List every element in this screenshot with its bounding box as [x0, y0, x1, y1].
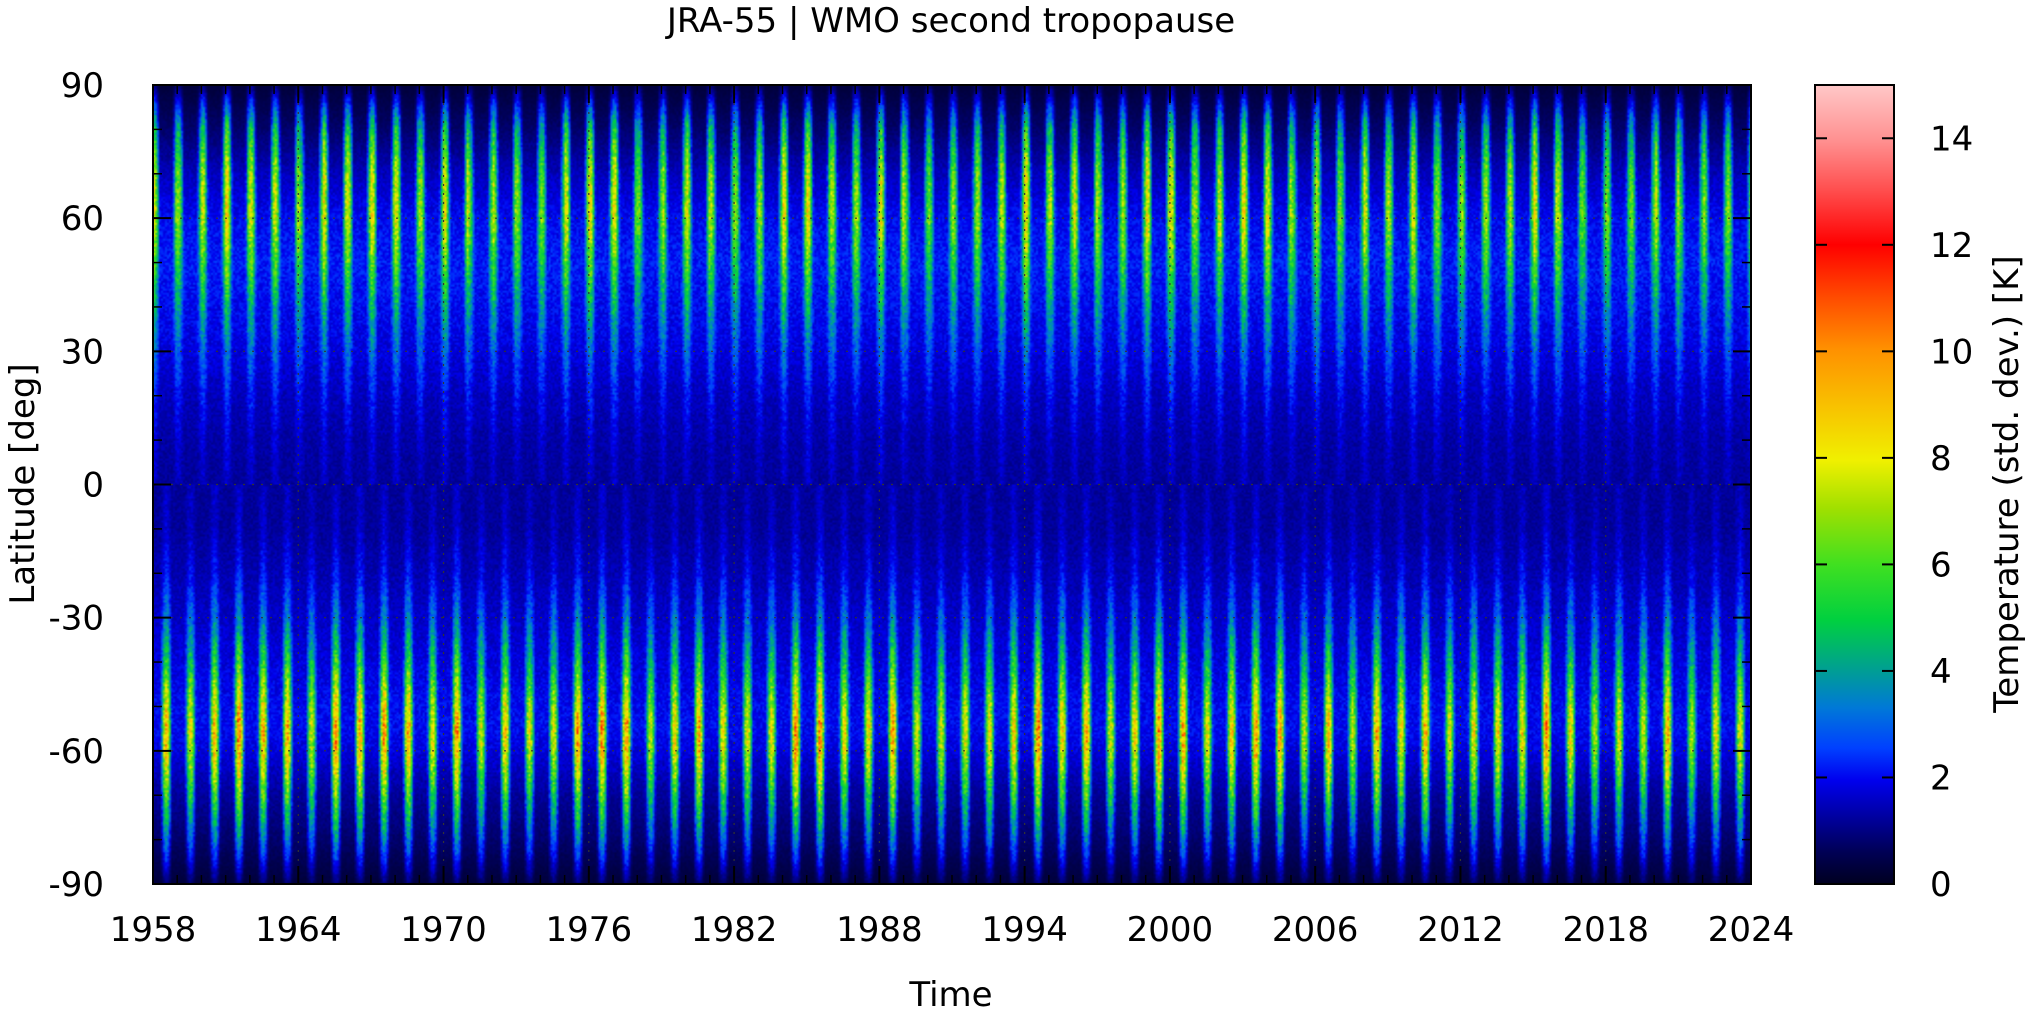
- y-tick-label: -60: [48, 732, 104, 772]
- x-axis-label: Time: [908, 975, 992, 1012]
- x-tick-label: 2006: [1272, 910, 1359, 950]
- colorbar-tick-label: 4: [1930, 652, 1952, 692]
- x-tick-label: 1958: [110, 910, 197, 950]
- colorbar-tick-label: 6: [1930, 545, 1952, 585]
- heatmap-image: [153, 85, 1751, 884]
- colorbar-tick-label: 0: [1930, 865, 1952, 905]
- x-tick-label: 1976: [546, 910, 633, 950]
- colorbar: 0 2 4 6 8 10 12 14: [1814, 84, 1973, 905]
- y-tick-label: 0: [82, 466, 104, 506]
- colorbar-gradient: [1814, 84, 1895, 885]
- y-axis-ticks: 90 60 30 0 -30 -60 -90: [48, 66, 1751, 905]
- x-tick-label: 1988: [836, 910, 923, 950]
- plot-area: 1958 1964 1970 1976 1982 1988 1994 2000 2006 2012…: [48, 66, 1794, 950]
- colorbar-tick-label: 8: [1930, 439, 1952, 479]
- x-tick-label: 1994: [981, 910, 1068, 950]
- x-tick-label: 2000: [1127, 910, 1214, 950]
- y-tick-label: 30: [61, 332, 104, 372]
- chart-title: JRA-55 | WMO second tropopause: [665, 1, 1235, 41]
- x-axis-ticks: 1958 1964 1970 1976 1982 1988 1994 2000 2006 2012…: [110, 85, 1795, 950]
- x-tick-label: 1970: [400, 910, 487, 950]
- x-tick-label: 2024: [1708, 910, 1795, 950]
- colorbar-tick-label: 12: [1930, 226, 1973, 266]
- colorbar-ticks: 0 2 4 6 8 10 12 14: [1815, 119, 1973, 905]
- x-tick-label: 2018: [1562, 910, 1649, 950]
- colorbar-tick-label: 14: [1930, 119, 1973, 159]
- x-tick-label: 1982: [691, 910, 778, 950]
- y-tick-label: -30: [48, 599, 104, 639]
- colorbar-tick-label: 10: [1930, 332, 1973, 372]
- y-axis-label: Latitude [deg]: [3, 363, 43, 604]
- colorbar-tick-label: 2: [1930, 758, 1952, 798]
- x-tick-label: 1964: [255, 910, 342, 950]
- colorbar-label: Temperature (std. dev.) [K]: [1987, 255, 2027, 713]
- y-tick-label: 90: [61, 66, 104, 106]
- y-tick-label: 60: [61, 199, 104, 239]
- y-tick-label: -90: [48, 865, 104, 905]
- x-tick-label: 2012: [1417, 910, 1504, 950]
